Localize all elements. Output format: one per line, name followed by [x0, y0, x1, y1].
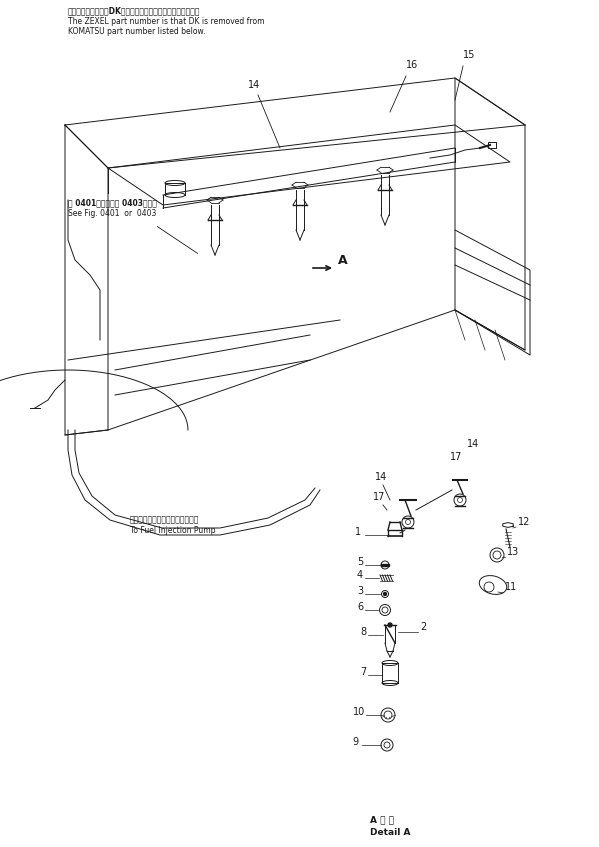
Text: See Fig. 0401  or  0403: See Fig. 0401 or 0403 — [68, 209, 156, 218]
Text: A: A — [338, 254, 347, 267]
Text: 11: 11 — [505, 582, 518, 592]
Text: 5: 5 — [357, 557, 363, 567]
Text: Detail A: Detail A — [370, 828, 410, 837]
Text: 9: 9 — [352, 737, 358, 747]
Circle shape — [388, 623, 392, 627]
Text: 2: 2 — [420, 622, 426, 632]
Text: 10: 10 — [353, 707, 365, 717]
Text: 8: 8 — [360, 627, 366, 637]
Text: 14: 14 — [248, 80, 260, 90]
Text: 16: 16 — [406, 60, 418, 70]
Text: 6: 6 — [357, 602, 363, 612]
Text: フェルインジェクションポンプへ: フェルインジェクションポンプへ — [130, 515, 199, 524]
Bar — [488, 142, 496, 148]
Text: To Fuel Injection Pump: To Fuel Injection Pump — [130, 526, 216, 535]
Text: 1: 1 — [355, 527, 361, 537]
Text: 14: 14 — [467, 439, 479, 449]
Text: 7: 7 — [360, 667, 366, 677]
Text: 17: 17 — [450, 452, 462, 462]
Circle shape — [383, 593, 386, 595]
Text: KOMATSU part number listed below.: KOMATSU part number listed below. — [68, 27, 205, 36]
Text: 14: 14 — [375, 472, 387, 482]
Text: 品番のメーカー記号DKを除いたものがゼクセルの品番です。: 品番のメーカー記号DKを除いたものがゼクセルの品番です。 — [68, 6, 201, 15]
Text: 15: 15 — [463, 50, 476, 60]
Text: 図 0401図または図 0403図参照: 図 0401図または図 0403図参照 — [68, 198, 157, 207]
Text: 17: 17 — [373, 492, 385, 502]
Text: 4: 4 — [357, 570, 363, 580]
Text: 3: 3 — [357, 586, 363, 596]
Text: 13: 13 — [507, 547, 519, 557]
Text: 12: 12 — [518, 517, 530, 527]
Text: The ZEXEL part number is that DK is removed from: The ZEXEL part number is that DK is remo… — [68, 17, 265, 26]
Text: A 詳 細: A 詳 細 — [370, 815, 394, 824]
Polygon shape — [381, 564, 389, 566]
